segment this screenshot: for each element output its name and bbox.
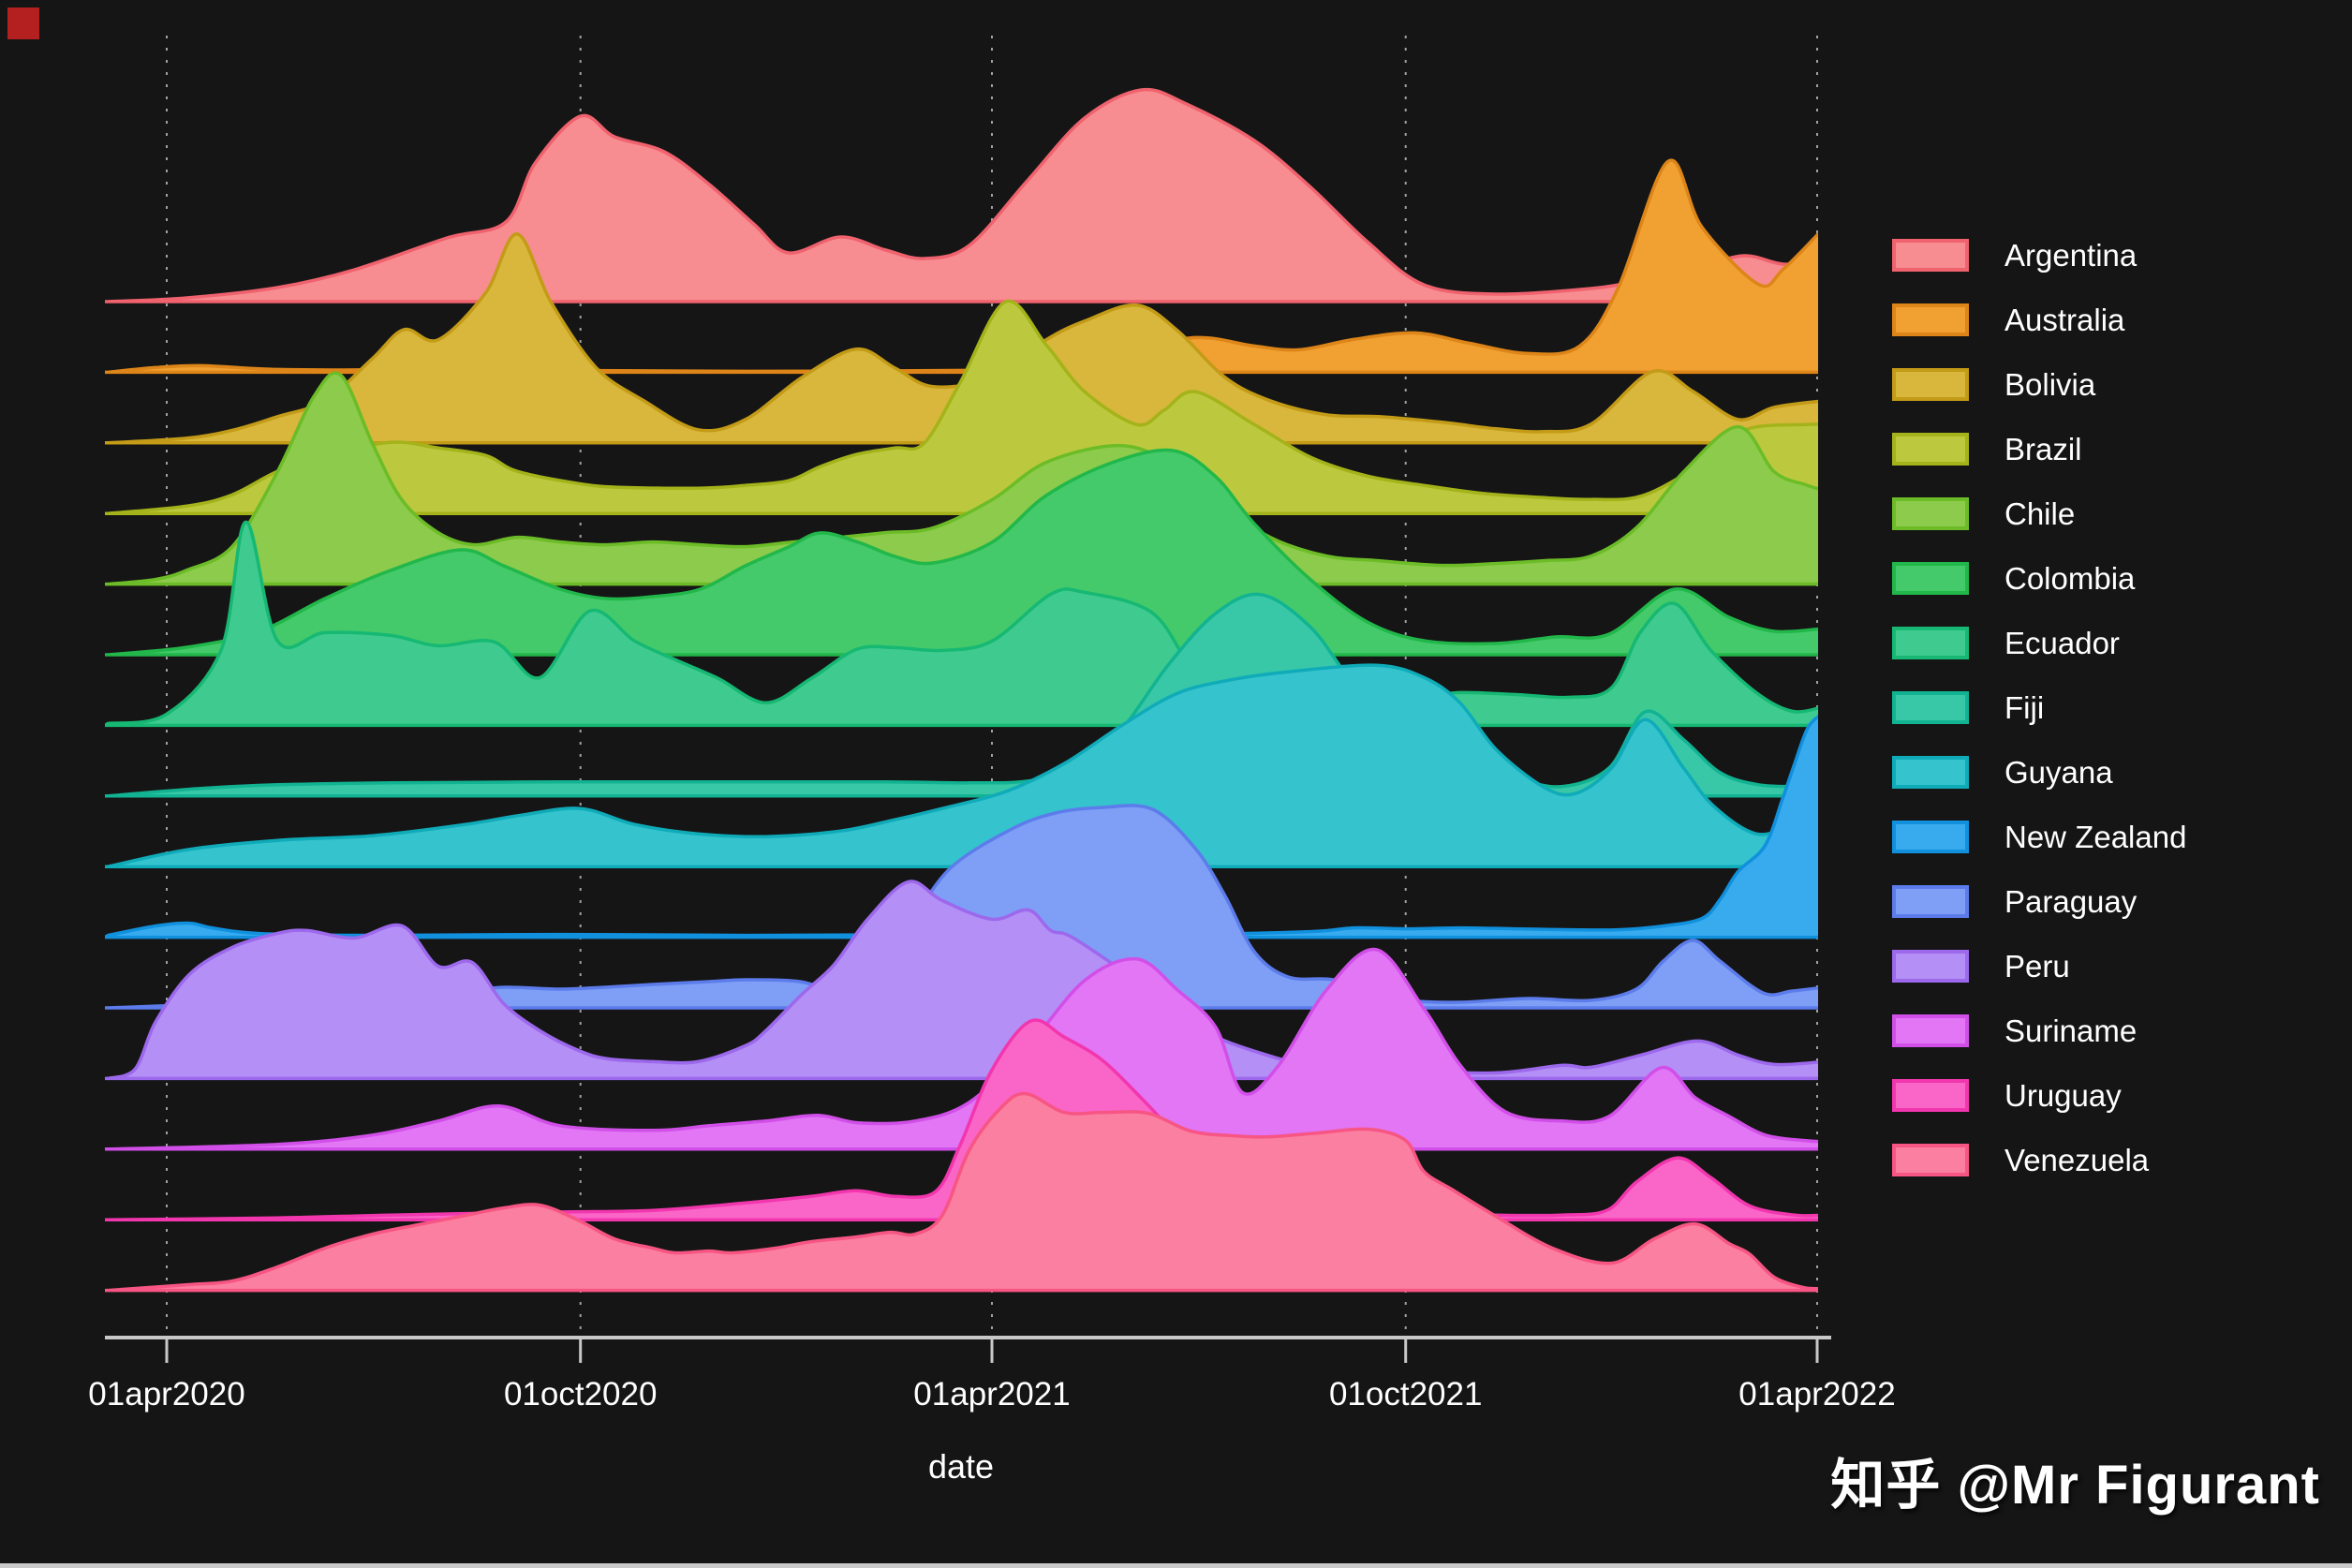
legend: Argentina Australia Bolivia Brazil Chile Colo… — [1892, 223, 2186, 1192]
legend-swatch — [1892, 821, 1969, 853]
legend-item-venezuela: Venezuela — [1892, 1128, 2186, 1192]
legend-swatch — [1892, 756, 1969, 789]
watermark: 知乎 @Mr Figurant — [1830, 1455, 2320, 1516]
legend-swatch — [1892, 691, 1969, 724]
ridge-argentina — [105, 87, 1818, 303]
x-axis: 01apr2020 01oct2020 01apr2021 01oct2021 01ap… — [88, 1336, 1896, 1413]
ridge-paraguay — [105, 804, 1818, 1010]
legend-swatch — [1892, 885, 1969, 918]
legend-label: Australia — [2004, 303, 2125, 337]
legend-label: New Zealand — [2004, 820, 2187, 854]
legend-swatch — [1892, 1144, 1969, 1176]
legend-label: Bolivia — [2004, 367, 2096, 402]
legend-item-bolivia: Bolivia — [1892, 352, 2186, 417]
x-axis-title: date — [928, 1447, 994, 1486]
legend-label: Venezuela — [2004, 1143, 2150, 1177]
legend-item-argentina: Argentina — [1892, 223, 2186, 288]
legend-label: Ecuador — [2004, 626, 2120, 660]
x-tick-label-01apr2020: 01apr2020 — [88, 1376, 244, 1413]
ridge-bolivia — [105, 232, 1818, 445]
legend-label: Brazil — [2004, 432, 2082, 466]
legend-item-guyana: Guyana — [1892, 740, 2186, 805]
legend-swatch — [1892, 1079, 1969, 1112]
legend-label: Paraguay — [2004, 884, 2138, 919]
legend-swatch — [1892, 1014, 1969, 1047]
legend-item-suriname: Suriname — [1892, 998, 2186, 1063]
legend-swatch — [1892, 497, 1969, 530]
legend-label: Colombia — [2004, 561, 2136, 596]
ridge-guyana — [105, 663, 1818, 868]
legend-label: Chile — [2004, 496, 2076, 531]
legend-item-australia: Australia — [1892, 288, 2186, 352]
ridge-peru — [105, 880, 1818, 1081]
legend-label: Argentina — [2004, 238, 2138, 273]
legend-swatch — [1892, 303, 1969, 336]
ridge-suriname — [105, 947, 1818, 1151]
x-tick-label-01oct2020: 01oct2020 — [504, 1376, 657, 1413]
legend-swatch — [1892, 433, 1969, 466]
legend-item-new-zealand: New Zealand — [1892, 805, 2186, 869]
x-tick-label-01apr2021: 01apr2021 — [913, 1376, 1070, 1413]
legend-swatch — [1892, 950, 1969, 983]
x-tick-label-01apr2022: 01apr2022 — [1738, 1376, 1895, 1413]
legend-item-fiji: Fiji — [1892, 675, 2186, 740]
record-corner-marker — [7, 7, 39, 39]
ridge-chile — [105, 371, 1818, 586]
legend-item-colombia: Colombia — [1892, 546, 2186, 611]
legend-swatch — [1892, 562, 1969, 595]
legend-label: Suriname — [2004, 1013, 2138, 1048]
legend-label: Uruguay — [2004, 1078, 2122, 1113]
bottom-edge-bar — [0, 1563, 2352, 1568]
legend-item-brazil: Brazil — [1892, 417, 2186, 481]
legend-label: Fiji — [2004, 690, 2045, 725]
legend-label: Peru — [2004, 949, 2070, 984]
ridge-colombia — [105, 448, 1818, 657]
legend-item-peru: Peru — [1892, 934, 2186, 998]
legend-item-chile: Chile — [1892, 481, 2186, 546]
ridge-ecuador — [105, 520, 1818, 728]
legend-item-ecuador: Ecuador — [1892, 611, 2186, 675]
legend-swatch — [1892, 239, 1969, 272]
legend-swatch — [1892, 627, 1969, 659]
ridgeline-series — [105, 87, 1818, 1293]
legend-item-paraguay: Paraguay — [1892, 869, 2186, 934]
ridge-brazil — [105, 299, 1818, 515]
legend-item-uruguay: Uruguay — [1892, 1063, 2186, 1128]
ridge-venezuela — [105, 1091, 1818, 1293]
legend-label: Guyana — [2004, 755, 2113, 790]
x-tick-label-01oct2021: 01oct2021 — [1329, 1376, 1482, 1413]
legend-swatch — [1892, 368, 1969, 401]
